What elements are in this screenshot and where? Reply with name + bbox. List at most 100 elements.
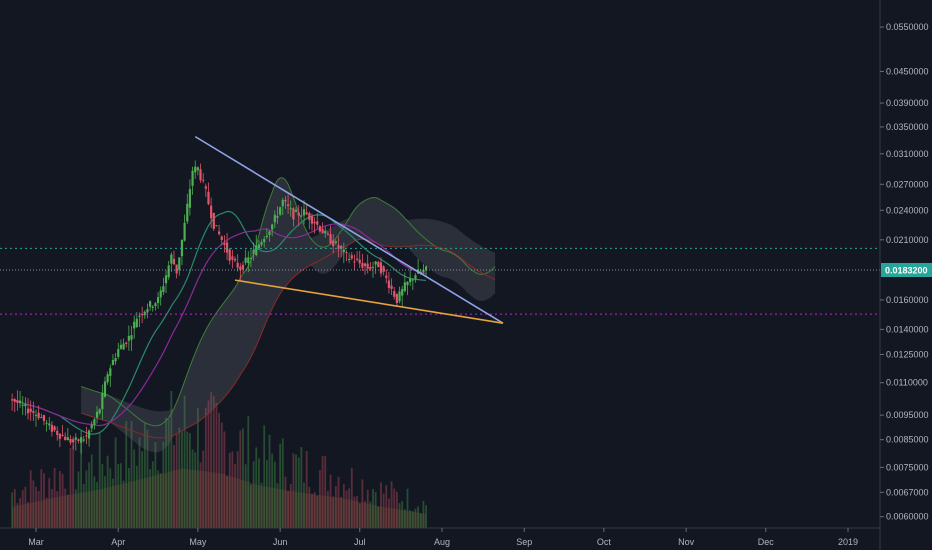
volume-bar [194, 452, 197, 528]
candle-body [387, 280, 391, 288]
volume-bar [263, 425, 266, 528]
cloud-span-b [80, 238, 496, 439]
volume-bar [125, 421, 128, 528]
candle-body [308, 213, 311, 220]
candle-body [93, 419, 96, 426]
candle-body [90, 424, 93, 429]
candle-body [188, 189, 192, 208]
candle-body [424, 266, 428, 271]
candle-body [313, 221, 316, 224]
volume-bar [265, 460, 268, 528]
candle-body [225, 242, 229, 253]
time-tick-label: Jun [273, 537, 288, 547]
candle-body [220, 236, 223, 241]
candle-body [244, 257, 247, 263]
volume-bar [398, 503, 401, 528]
volume-bar [247, 416, 250, 528]
support-trendline[interactable] [234, 279, 504, 324]
volume-bar [98, 433, 101, 528]
volume-bar [175, 433, 178, 528]
volume-bar [127, 468, 130, 528]
moving-average-purple [11, 223, 427, 427]
candle-body [255, 245, 258, 256]
candle-body [241, 264, 245, 270]
volume-bar [313, 492, 316, 528]
candle-body [143, 311, 146, 316]
time-tick-label: Apr [111, 537, 125, 547]
trendlines [194, 135, 504, 324]
candle-body [348, 259, 351, 261]
volume-bar [11, 492, 14, 528]
candle-body [117, 349, 120, 357]
volume-bar [80, 442, 83, 528]
volume-bar [300, 447, 303, 528]
price-tick-label: 0.0310000 [886, 149, 929, 159]
candle-body [332, 240, 335, 246]
candle-body [138, 315, 141, 317]
price-tick-label: 0.0350000 [886, 122, 929, 132]
candle-body [318, 226, 322, 232]
volume-bar [96, 482, 98, 528]
volume-bar [324, 456, 327, 528]
volume-bar [377, 506, 380, 528]
volume-bar [154, 442, 157, 528]
time-tick-label: Mar [28, 537, 44, 547]
candle-body [85, 435, 88, 437]
time-tick-label: Nov [678, 537, 695, 547]
candle-body [199, 169, 202, 181]
candle-body [393, 291, 396, 297]
candle-body [342, 249, 345, 253]
resistance-trendline[interactable] [194, 135, 504, 324]
candle-body [263, 238, 266, 243]
candle-body [361, 262, 364, 268]
volume-bar [334, 486, 337, 528]
candle-body [196, 167, 199, 171]
candle-body [40, 417, 43, 419]
volume-bar [395, 491, 398, 528]
volume-bar [319, 469, 321, 528]
volume-bar [56, 491, 59, 528]
volume-bar [252, 461, 255, 528]
candle-body [29, 408, 32, 412]
volume-bar [385, 485, 388, 528]
volume-bar [43, 473, 45, 528]
volume-bar [27, 501, 29, 528]
moving-averages [11, 210, 427, 435]
time-tick-label: 2019 [838, 537, 858, 547]
volume-bar [32, 480, 35, 528]
volume-bar [419, 513, 422, 528]
candle-body [178, 257, 181, 270]
candle-body [167, 265, 170, 278]
candle-body [114, 358, 117, 362]
moving-average-green [11, 210, 427, 435]
volume-bar [138, 437, 141, 528]
volume-bar [268, 434, 271, 528]
volume-bar [422, 501, 425, 528]
price-axis[interactable]: 0.0550000 0.0450000 0.0390000 0.0350000 0.03… [879, 0, 932, 550]
candle-body [363, 263, 367, 267]
volume-bar [239, 430, 242, 528]
volume-bar [90, 454, 93, 528]
volume-bar [276, 483, 279, 528]
candle-body [355, 258, 359, 260]
price-tick-label: 0.0160000 [886, 295, 929, 305]
candle-body [204, 186, 207, 189]
time-axis[interactable]: Mar Apr May Jun Jul Aug Sep Oct Nov Dec 2019 [0, 527, 880, 547]
volume-bar [287, 491, 289, 528]
candle-body [382, 266, 385, 272]
volume-bar [279, 443, 282, 528]
volume-bar [173, 445, 175, 528]
candle-body [268, 231, 271, 236]
price-tick-label: 0.0095000 [886, 410, 929, 420]
candle-body [72, 439, 75, 443]
volume-bar [204, 407, 207, 528]
volume-bar [186, 431, 189, 528]
volume-bar [117, 463, 120, 528]
candle-body [236, 262, 239, 268]
candle-body [98, 409, 101, 414]
candle-body [64, 436, 67, 441]
candle-body [24, 403, 27, 407]
candle-body [56, 430, 59, 435]
time-tick-label: Sep [516, 537, 532, 547]
